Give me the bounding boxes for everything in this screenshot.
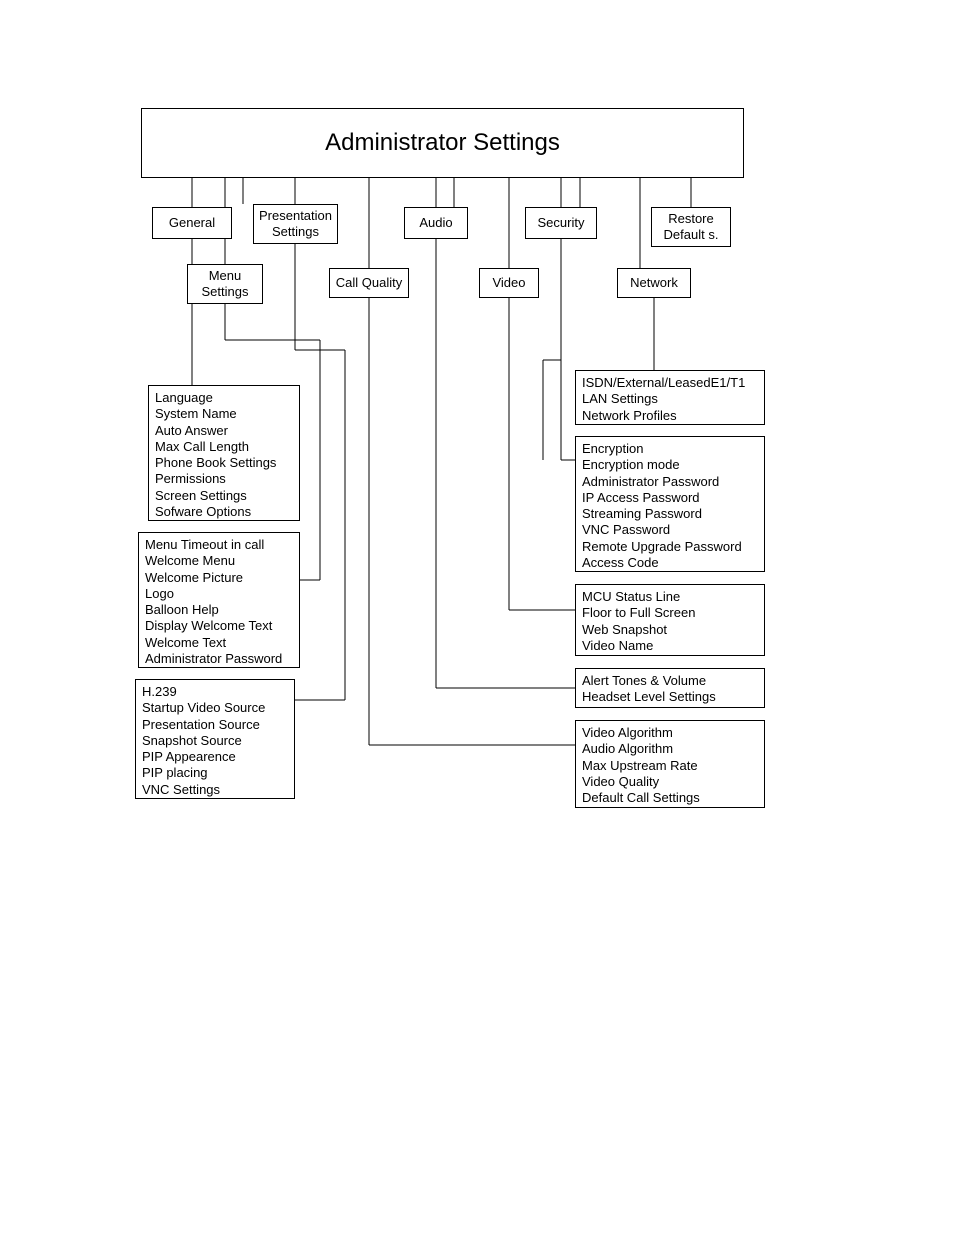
list-item: Welcome Menu bbox=[145, 553, 293, 569]
list-item: System Name bbox=[155, 406, 293, 422]
detail-call-quality: Video AlgorithmAudio AlgorithmMax Upstre… bbox=[575, 720, 765, 808]
category-label: Video bbox=[492, 275, 525, 291]
category-label: Menu Settings bbox=[202, 268, 249, 299]
list-item: Max Call Length bbox=[155, 439, 293, 455]
list-item: Max Upstream Rate bbox=[582, 758, 758, 774]
list-item: Startup Video Source bbox=[142, 700, 288, 716]
list-item: Streaming Password bbox=[582, 506, 758, 522]
list-item: Access Code bbox=[582, 555, 758, 571]
detail-menu-settings: Menu Timeout in callWelcome MenuWelcome … bbox=[138, 532, 300, 668]
diagram-canvas: Administrator Settings General Menu Sett… bbox=[0, 0, 954, 1235]
list-item: MCU Status Line bbox=[582, 589, 758, 605]
list-item: Screen Settings bbox=[155, 488, 293, 504]
category-audio: Audio bbox=[404, 207, 468, 239]
category-label: Security bbox=[538, 215, 585, 231]
category-general: General bbox=[152, 207, 232, 239]
list-item: Display Welcome Text bbox=[145, 618, 293, 634]
category-call-quality: Call Quality bbox=[329, 268, 409, 298]
root-node: Administrator Settings bbox=[141, 108, 744, 178]
list-item: Video Algorithm bbox=[582, 725, 758, 741]
list-item: Headset Level Settings bbox=[582, 689, 758, 705]
list-item: Audio Algorithm bbox=[582, 741, 758, 757]
list-item: Remote Upgrade Password bbox=[582, 539, 758, 555]
list-item: Language bbox=[155, 390, 293, 406]
detail-presentation-settings: H.239Startup Video SourcePresentation So… bbox=[135, 679, 295, 799]
category-security: Security bbox=[525, 207, 597, 239]
detail-video: MCU Status LineFloor to Full ScreenWeb S… bbox=[575, 584, 765, 656]
list-item: Permissions bbox=[155, 471, 293, 487]
list-item: Presentation Source bbox=[142, 717, 288, 733]
list-item: Logo bbox=[145, 586, 293, 602]
list-item: Default Call Settings bbox=[582, 790, 758, 806]
category-restore-defaults: Restore Default s. bbox=[651, 207, 731, 247]
list-item: LAN Settings bbox=[582, 391, 758, 407]
detail-audio: Alert Tones & VolumeHeadset Level Settin… bbox=[575, 668, 765, 708]
list-item: PIP placing bbox=[142, 765, 288, 781]
list-item: Video Quality bbox=[582, 774, 758, 790]
list-item: H.239 bbox=[142, 684, 288, 700]
category-label: Call Quality bbox=[336, 275, 402, 291]
list-item: Encryption mode bbox=[582, 457, 758, 473]
category-label: Network bbox=[630, 275, 678, 291]
list-item: Phone Book Settings bbox=[155, 455, 293, 471]
list-item: Video Name bbox=[582, 638, 758, 654]
list-item: Auto Answer bbox=[155, 423, 293, 439]
list-item: Network Profiles bbox=[582, 408, 758, 424]
list-item: Web Snapshot bbox=[582, 622, 758, 638]
category-video: Video bbox=[479, 268, 539, 298]
list-item: Welcome Text bbox=[145, 635, 293, 651]
detail-security: EncryptionEncryption modeAdministrator P… bbox=[575, 436, 765, 572]
category-label: Restore Default s. bbox=[664, 211, 719, 242]
category-menu-settings: Menu Settings bbox=[187, 264, 263, 304]
category-label: Presentation Settings bbox=[259, 208, 332, 239]
list-item: Administrator Password bbox=[145, 651, 293, 667]
list-item: Encryption bbox=[582, 441, 758, 457]
category-label: Audio bbox=[419, 215, 452, 231]
list-item: ISDN/External/LeasedE1/T1 bbox=[582, 375, 758, 391]
detail-network: ISDN/External/LeasedE1/T1LAN SettingsNet… bbox=[575, 370, 765, 425]
list-item: VNC Settings bbox=[142, 782, 288, 798]
category-network: Network bbox=[617, 268, 691, 298]
list-item: Snapshot Source bbox=[142, 733, 288, 749]
detail-general: LanguageSystem NameAuto AnswerMax Call L… bbox=[148, 385, 300, 521]
list-item: IP Access Password bbox=[582, 490, 758, 506]
list-item: Balloon Help bbox=[145, 602, 293, 618]
list-item: Alert Tones & Volume bbox=[582, 673, 758, 689]
list-item: Floor to Full Screen bbox=[582, 605, 758, 621]
list-item: Menu Timeout in call bbox=[145, 537, 293, 553]
category-presentation-settings: Presentation Settings bbox=[253, 204, 338, 244]
list-item: Sofware Options bbox=[155, 504, 293, 520]
category-label: General bbox=[169, 215, 215, 231]
list-item: Welcome Picture bbox=[145, 570, 293, 586]
list-item: VNC Password bbox=[582, 522, 758, 538]
list-item: PIP Appearence bbox=[142, 749, 288, 765]
list-item: Administrator Password bbox=[582, 474, 758, 490]
